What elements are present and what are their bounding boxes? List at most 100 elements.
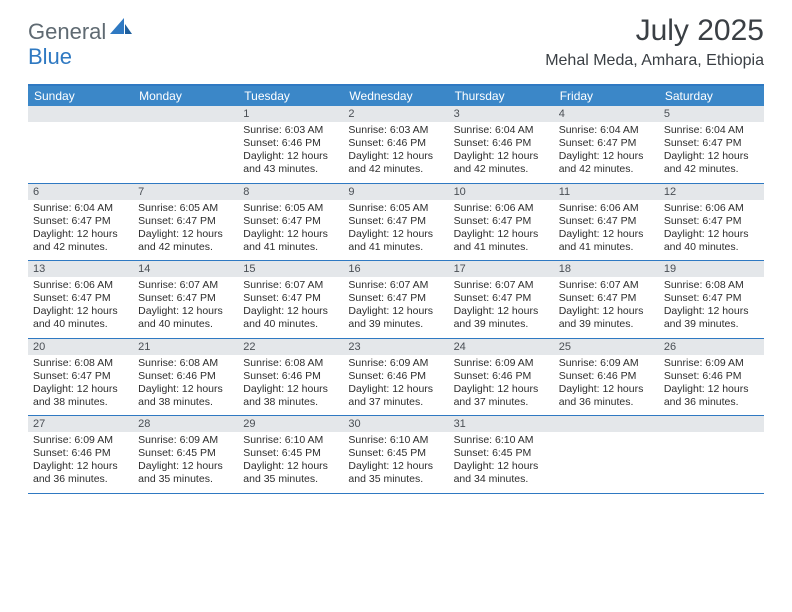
daylight-text: Daylight: 12 hours and 37 minutes. (454, 383, 549, 409)
sunrise-text: Sunrise: 6:10 AM (348, 434, 443, 447)
day-cell: 17Sunrise: 6:07 AMSunset: 6:47 PMDayligh… (449, 261, 554, 338)
day-content: Sunrise: 6:04 AMSunset: 6:47 PMDaylight:… (554, 122, 659, 183)
day-cell: 16Sunrise: 6:07 AMSunset: 6:47 PMDayligh… (343, 261, 448, 338)
day-cell: 1Sunrise: 6:03 AMSunset: 6:46 PMDaylight… (238, 106, 343, 183)
logo-text-general: General (28, 19, 106, 45)
day-cell: 9Sunrise: 6:05 AMSunset: 6:47 PMDaylight… (343, 184, 448, 261)
day-number: 16 (343, 261, 448, 277)
sunset-text: Sunset: 6:47 PM (559, 215, 654, 228)
day-number: 13 (28, 261, 133, 277)
weekday-header-cell: Sunday (28, 86, 133, 106)
day-content (28, 122, 133, 180)
day-content: Sunrise: 6:07 AMSunset: 6:47 PMDaylight:… (343, 277, 448, 338)
day-number: 7 (133, 184, 238, 200)
day-content (659, 432, 764, 490)
day-number: 20 (28, 339, 133, 355)
daylight-text: Daylight: 12 hours and 40 minutes. (33, 305, 128, 331)
daylight-text: Daylight: 12 hours and 38 minutes. (33, 383, 128, 409)
sunset-text: Sunset: 6:45 PM (348, 447, 443, 460)
day-content: Sunrise: 6:05 AMSunset: 6:47 PMDaylight:… (133, 200, 238, 261)
sunset-text: Sunset: 6:47 PM (33, 215, 128, 228)
daylight-text: Daylight: 12 hours and 42 minutes. (664, 150, 759, 176)
daylight-text: Daylight: 12 hours and 42 minutes. (138, 228, 233, 254)
sunrise-text: Sunrise: 6:05 AM (138, 202, 233, 215)
sunset-text: Sunset: 6:47 PM (559, 292, 654, 305)
day-number (28, 106, 133, 122)
sunrise-text: Sunrise: 6:06 AM (559, 202, 654, 215)
day-number (554, 416, 659, 432)
day-cell: 31Sunrise: 6:10 AMSunset: 6:45 PMDayligh… (449, 416, 554, 493)
daylight-text: Daylight: 12 hours and 42 minutes. (454, 150, 549, 176)
day-content: Sunrise: 6:08 AMSunset: 6:47 PMDaylight:… (28, 355, 133, 416)
sunset-text: Sunset: 6:46 PM (138, 370, 233, 383)
day-cell: 27Sunrise: 6:09 AMSunset: 6:46 PMDayligh… (28, 416, 133, 493)
sunrise-text: Sunrise: 6:08 AM (664, 279, 759, 292)
sunset-text: Sunset: 6:46 PM (348, 370, 443, 383)
day-content: Sunrise: 6:05 AMSunset: 6:47 PMDaylight:… (343, 200, 448, 261)
location-text: Mehal Meda, Amhara, Ethiopia (545, 52, 764, 70)
day-cell: 21Sunrise: 6:08 AMSunset: 6:46 PMDayligh… (133, 339, 238, 416)
sunset-text: Sunset: 6:47 PM (664, 292, 759, 305)
day-number: 24 (449, 339, 554, 355)
sunset-text: Sunset: 6:47 PM (348, 215, 443, 228)
daylight-text: Daylight: 12 hours and 39 minutes. (559, 305, 654, 331)
day-cell: 20Sunrise: 6:08 AMSunset: 6:47 PMDayligh… (28, 339, 133, 416)
day-content: Sunrise: 6:08 AMSunset: 6:46 PMDaylight:… (238, 355, 343, 416)
sunset-text: Sunset: 6:45 PM (138, 447, 233, 460)
day-cell: 23Sunrise: 6:09 AMSunset: 6:46 PMDayligh… (343, 339, 448, 416)
daylight-text: Daylight: 12 hours and 42 minutes. (33, 228, 128, 254)
sunrise-text: Sunrise: 6:04 AM (454, 124, 549, 137)
day-number: 22 (238, 339, 343, 355)
day-number: 17 (449, 261, 554, 277)
daylight-text: Daylight: 12 hours and 42 minutes. (348, 150, 443, 176)
day-cell (133, 106, 238, 183)
daylight-text: Daylight: 12 hours and 36 minutes. (559, 383, 654, 409)
day-number: 10 (449, 184, 554, 200)
day-content (554, 432, 659, 490)
day-cell: 7Sunrise: 6:05 AMSunset: 6:47 PMDaylight… (133, 184, 238, 261)
sunset-text: Sunset: 6:47 PM (454, 215, 549, 228)
day-content: Sunrise: 6:03 AMSunset: 6:46 PMDaylight:… (238, 122, 343, 183)
day-content: Sunrise: 6:05 AMSunset: 6:47 PMDaylight:… (238, 200, 343, 261)
day-number: 11 (554, 184, 659, 200)
day-content: Sunrise: 6:10 AMSunset: 6:45 PMDaylight:… (238, 432, 343, 493)
day-number: 25 (554, 339, 659, 355)
day-content: Sunrise: 6:09 AMSunset: 6:45 PMDaylight:… (133, 432, 238, 493)
day-cell: 8Sunrise: 6:05 AMSunset: 6:47 PMDaylight… (238, 184, 343, 261)
day-number (133, 106, 238, 122)
sunrise-text: Sunrise: 6:09 AM (664, 357, 759, 370)
sunrise-text: Sunrise: 6:06 AM (454, 202, 549, 215)
sunset-text: Sunset: 6:47 PM (559, 137, 654, 150)
week-row: 6Sunrise: 6:04 AMSunset: 6:47 PMDaylight… (28, 184, 764, 262)
week-row: 27Sunrise: 6:09 AMSunset: 6:46 PMDayligh… (28, 416, 764, 494)
day-number: 27 (28, 416, 133, 432)
day-number: 28 (133, 416, 238, 432)
sunrise-text: Sunrise: 6:04 AM (33, 202, 128, 215)
sunset-text: Sunset: 6:46 PM (348, 137, 443, 150)
sunset-text: Sunset: 6:47 PM (664, 137, 759, 150)
day-cell: 28Sunrise: 6:09 AMSunset: 6:45 PMDayligh… (133, 416, 238, 493)
day-number: 8 (238, 184, 343, 200)
day-content: Sunrise: 6:06 AMSunset: 6:47 PMDaylight:… (28, 277, 133, 338)
day-cell (554, 416, 659, 493)
daylight-text: Daylight: 12 hours and 38 minutes. (243, 383, 338, 409)
daylight-text: Daylight: 12 hours and 40 minutes. (243, 305, 338, 331)
day-cell: 25Sunrise: 6:09 AMSunset: 6:46 PMDayligh… (554, 339, 659, 416)
daylight-text: Daylight: 12 hours and 38 minutes. (138, 383, 233, 409)
day-number: 18 (554, 261, 659, 277)
day-number: 21 (133, 339, 238, 355)
sunset-text: Sunset: 6:46 PM (454, 370, 549, 383)
calendar: SundayMondayTuesdayWednesdayThursdayFrid… (28, 84, 764, 494)
daylight-text: Daylight: 12 hours and 40 minutes. (664, 228, 759, 254)
day-content: Sunrise: 6:06 AMSunset: 6:47 PMDaylight:… (449, 200, 554, 261)
day-number (659, 416, 764, 432)
header: General July 2025 Mehal Meda, Amhara, Et… (0, 0, 792, 78)
day-number: 15 (238, 261, 343, 277)
daylight-text: Daylight: 12 hours and 41 minutes. (348, 228, 443, 254)
daylight-text: Daylight: 12 hours and 35 minutes. (243, 460, 338, 486)
day-cell (659, 416, 764, 493)
sunrise-text: Sunrise: 6:06 AM (664, 202, 759, 215)
day-cell: 22Sunrise: 6:08 AMSunset: 6:46 PMDayligh… (238, 339, 343, 416)
day-number: 31 (449, 416, 554, 432)
sunrise-text: Sunrise: 6:03 AM (243, 124, 338, 137)
